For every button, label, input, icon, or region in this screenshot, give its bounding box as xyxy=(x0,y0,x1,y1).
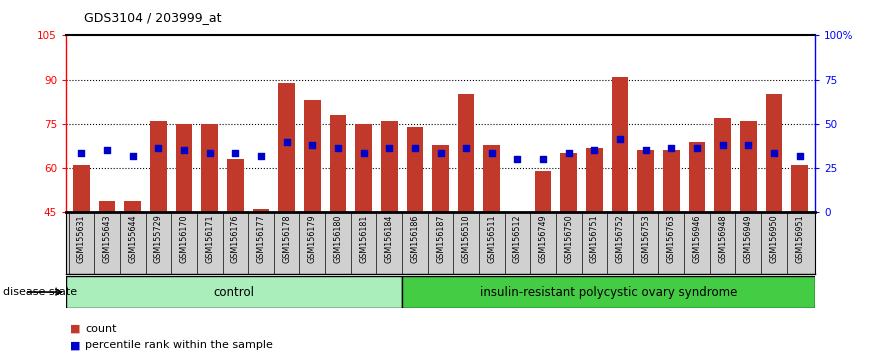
Point xyxy=(536,156,550,162)
Text: GSM156176: GSM156176 xyxy=(231,214,240,263)
Text: GSM156750: GSM156750 xyxy=(564,214,574,263)
Point xyxy=(715,142,729,147)
Point xyxy=(382,145,396,150)
Text: GSM156186: GSM156186 xyxy=(411,214,419,263)
Text: GSM156184: GSM156184 xyxy=(385,214,394,263)
Point xyxy=(254,154,268,159)
Bar xyxy=(66,276,402,308)
Bar xyxy=(535,171,552,212)
Bar xyxy=(99,201,115,212)
Text: GSM156177: GSM156177 xyxy=(256,214,265,263)
Text: GSM156950: GSM156950 xyxy=(769,214,779,263)
Bar xyxy=(740,121,757,212)
Text: disease state: disease state xyxy=(3,287,77,297)
Point xyxy=(613,136,627,142)
Bar xyxy=(791,165,808,212)
Text: control: control xyxy=(213,286,255,298)
Text: GSM156181: GSM156181 xyxy=(359,214,368,263)
Text: GSM156510: GSM156510 xyxy=(462,214,470,263)
Bar xyxy=(227,159,244,212)
Bar xyxy=(355,124,372,212)
Text: GSM156512: GSM156512 xyxy=(513,214,522,263)
Bar xyxy=(150,121,167,212)
Text: GSM155729: GSM155729 xyxy=(154,214,163,263)
Point xyxy=(664,145,678,150)
Point xyxy=(459,145,473,150)
Text: GSM156171: GSM156171 xyxy=(205,214,214,263)
Text: GSM155644: GSM155644 xyxy=(129,214,137,263)
Bar xyxy=(329,115,346,212)
Point xyxy=(305,142,319,147)
Point xyxy=(74,150,88,156)
Bar xyxy=(433,144,448,212)
Point xyxy=(639,148,653,153)
Point xyxy=(766,150,781,156)
Point xyxy=(357,150,371,156)
Bar xyxy=(458,95,475,212)
Text: GSM156751: GSM156751 xyxy=(590,214,599,263)
Bar xyxy=(586,148,603,212)
Text: GDS3104 / 203999_at: GDS3104 / 203999_at xyxy=(84,11,221,24)
Bar xyxy=(689,142,706,212)
Point xyxy=(279,139,293,144)
Text: GSM156951: GSM156951 xyxy=(795,214,804,263)
Text: GSM156170: GSM156170 xyxy=(180,214,189,263)
Text: GSM156763: GSM156763 xyxy=(667,214,676,263)
Text: GSM156949: GSM156949 xyxy=(744,214,752,263)
Point xyxy=(100,148,115,153)
Point xyxy=(203,150,217,156)
Point xyxy=(228,150,242,156)
Text: GSM156948: GSM156948 xyxy=(718,214,727,263)
Bar xyxy=(202,124,218,212)
Point xyxy=(433,150,448,156)
Bar xyxy=(484,144,500,212)
Bar xyxy=(560,153,577,212)
Bar xyxy=(278,82,295,212)
Text: GSM155631: GSM155631 xyxy=(77,214,86,263)
Point xyxy=(331,145,345,150)
Point xyxy=(408,145,422,150)
Point xyxy=(741,142,755,147)
Text: GSM156179: GSM156179 xyxy=(307,214,317,263)
Point xyxy=(485,150,499,156)
Bar xyxy=(637,150,654,212)
Text: GSM156749: GSM156749 xyxy=(538,214,548,263)
Bar xyxy=(73,165,90,212)
Text: GSM155643: GSM155643 xyxy=(102,214,112,263)
Bar xyxy=(253,210,270,212)
Bar xyxy=(766,95,782,212)
Point xyxy=(793,154,807,159)
Bar xyxy=(663,150,679,212)
Bar xyxy=(304,100,321,212)
Point xyxy=(690,145,704,150)
Bar xyxy=(406,127,423,212)
Bar xyxy=(714,118,731,212)
Text: GSM156511: GSM156511 xyxy=(487,214,496,263)
Text: GSM156178: GSM156178 xyxy=(282,214,291,263)
Text: percentile rank within the sample: percentile rank within the sample xyxy=(85,340,273,350)
Text: GSM156752: GSM156752 xyxy=(616,214,625,263)
Bar xyxy=(175,124,192,212)
Text: insulin-resistant polycystic ovary syndrome: insulin-resistant polycystic ovary syndr… xyxy=(479,286,737,298)
Bar xyxy=(402,276,815,308)
Text: GSM156187: GSM156187 xyxy=(436,214,445,263)
Text: GSM156946: GSM156946 xyxy=(692,214,701,263)
Text: ■: ■ xyxy=(70,324,81,333)
Point xyxy=(152,145,166,150)
Point xyxy=(588,148,602,153)
Text: GSM156753: GSM156753 xyxy=(641,214,650,263)
Bar xyxy=(381,121,397,212)
Text: GSM156180: GSM156180 xyxy=(333,214,343,263)
Point xyxy=(562,150,576,156)
Point xyxy=(177,148,191,153)
Text: ■: ■ xyxy=(70,340,81,350)
Point xyxy=(126,154,140,159)
Point xyxy=(510,156,524,162)
Text: count: count xyxy=(85,324,117,333)
Bar xyxy=(124,201,141,212)
Bar xyxy=(611,77,628,212)
